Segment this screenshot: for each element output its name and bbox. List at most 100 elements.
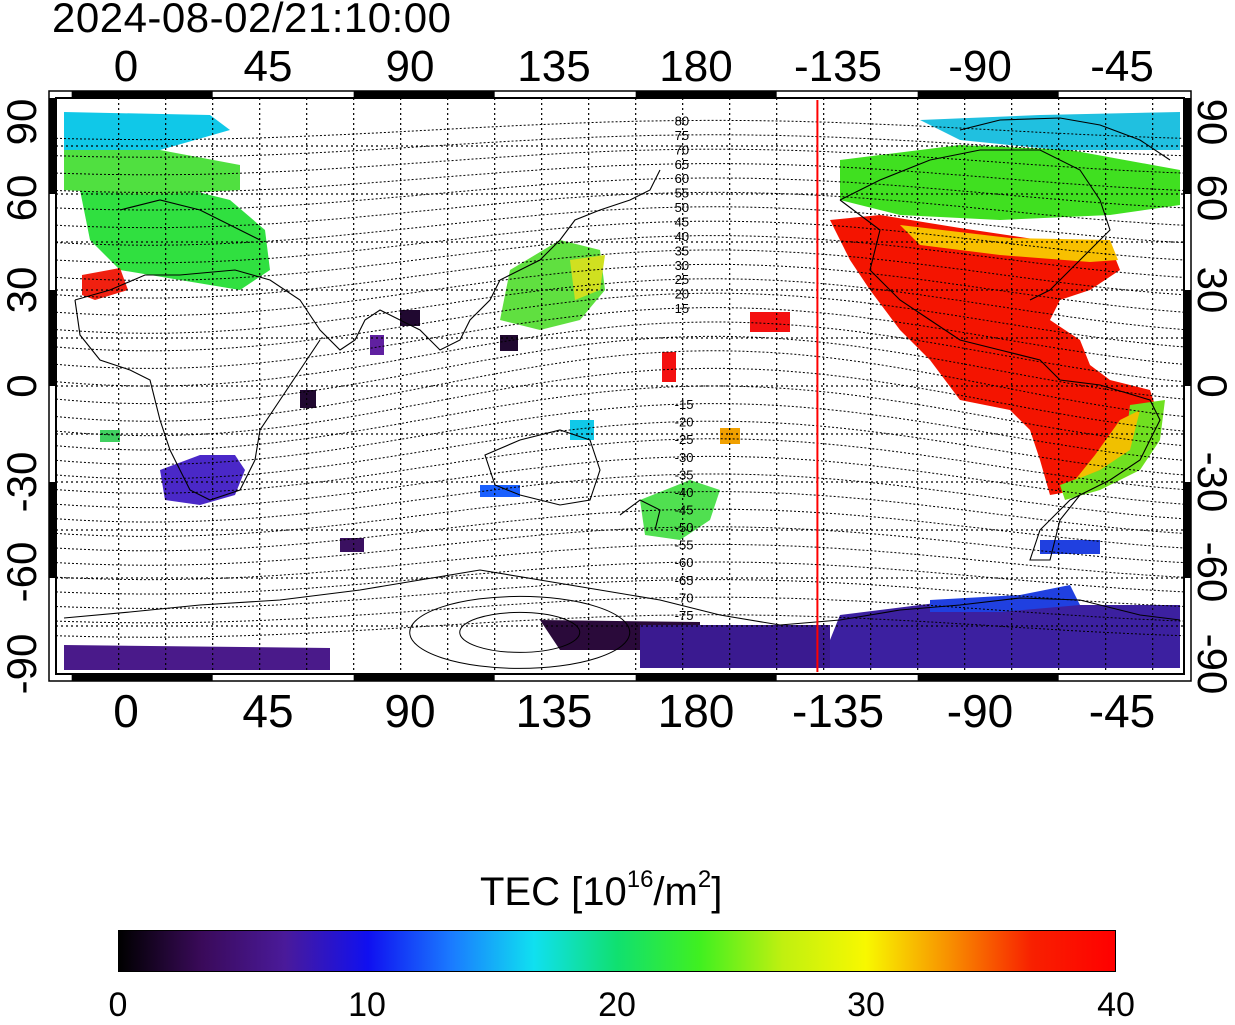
contour-ring <box>409 595 631 669</box>
contour-label: 45 <box>675 215 689 230</box>
bottom-lon-label: -135 <box>791 685 885 737</box>
contour-label: -60 <box>675 555 694 570</box>
contour-line <box>56 596 1184 624</box>
tec-patch-antarctic-purple-mid <box>640 625 830 668</box>
top-lon-label: 180 <box>659 42 733 91</box>
bottom-lon-label: 0 <box>113 685 139 737</box>
contour-line <box>56 249 1184 299</box>
tick-band <box>917 91 1059 98</box>
contour-line <box>56 350 1184 422</box>
contour-line <box>56 543 1184 581</box>
contour-line <box>56 491 1184 537</box>
tick-band <box>1184 98 1191 194</box>
contour-label: -50 <box>675 520 694 535</box>
tec-patch-arctic-green <box>64 150 240 195</box>
tick-band <box>71 674 213 681</box>
tick-band <box>1184 290 1191 386</box>
contour-line <box>56 307 1184 369</box>
timestamp-title: 2024-08-02/21:10:00 <box>52 0 452 41</box>
colorbar-tick: 0 <box>108 986 128 1024</box>
tec-patch-antarctic-blue-right <box>930 585 1080 612</box>
contour-label: 55 <box>675 186 689 201</box>
tick-band <box>353 674 495 681</box>
tec-pixel <box>340 538 364 552</box>
contour-label: 30 <box>675 258 689 273</box>
top-lon-label: -45 <box>1090 42 1154 91</box>
contour-label: 20 <box>675 287 689 302</box>
colorbar-title-main: TEC [10 <box>480 870 627 914</box>
contour-line <box>56 191 1184 229</box>
tec-pixel <box>662 352 676 382</box>
tick-band <box>1184 482 1191 578</box>
tec-pixel <box>750 312 790 332</box>
tec-pixel <box>1040 540 1100 554</box>
top-lon-label: -135 <box>793 42 883 91</box>
tec-pixel <box>370 335 384 355</box>
contour-line <box>56 455 1184 509</box>
contour-label: 15 <box>675 301 689 316</box>
colorbar-tick: 40 <box>1097 986 1135 1024</box>
contour-label: -65 <box>675 573 694 588</box>
tec-patch-americas-red <box>830 215 1160 495</box>
top-lon-label: 90 <box>385 42 435 91</box>
contour-line <box>56 321 1184 387</box>
contour-label: 50 <box>675 200 689 215</box>
contour-label: -20 <box>675 415 694 430</box>
colorbar-tick: 30 <box>847 986 885 1024</box>
colorbar-title-sup1: 16 <box>626 866 654 893</box>
tick-band <box>635 91 777 98</box>
colorbar-tick: 10 <box>348 986 386 1024</box>
colorbar-title: TEC [1016/m2] <box>480 866 722 915</box>
contour-label: -15 <box>675 397 694 412</box>
colorbar-tick: 20 <box>598 986 636 1024</box>
bottom-lon-label: -90 <box>946 685 1014 737</box>
contour-line <box>56 385 1184 451</box>
tec-pixel <box>720 428 740 444</box>
tec-pixel <box>500 335 518 351</box>
tec-patch-canada-cyan <box>920 112 1180 150</box>
tick-band <box>49 482 56 578</box>
contour-line <box>56 177 1184 211</box>
contour-line <box>56 438 1184 494</box>
bottom-lon-label: 90 <box>384 685 436 737</box>
tec-patch-europe-green <box>80 180 270 290</box>
contour-line <box>56 220 1184 264</box>
tec-patch-samerica-yellow <box>1075 410 1140 480</box>
contour-label: 80 <box>675 114 689 129</box>
tec-patch-canada-green <box>840 145 1180 220</box>
top-lon-label: -90 <box>948 42 1012 91</box>
bottom-lon-label: 135 <box>515 685 593 737</box>
top-lon-label: 0 <box>113 42 139 91</box>
contour-label: 25 <box>675 272 689 287</box>
contour-line <box>56 148 1184 176</box>
contour-line <box>56 561 1184 595</box>
contour-label: -70 <box>675 590 694 605</box>
contour-label: 40 <box>675 229 689 244</box>
tec-pixel <box>300 390 316 408</box>
tick-band <box>71 91 213 98</box>
top-lon-label: 45 <box>243 42 293 91</box>
tick-band <box>635 674 777 681</box>
top-lon-label: 135 <box>517 42 591 91</box>
tec-patch-antarctic-purple-left <box>64 645 330 670</box>
tick-band <box>49 290 56 386</box>
contour-label: 65 <box>675 157 689 172</box>
contour-label: -40 <box>675 485 694 500</box>
contour-label: -30 <box>675 450 694 465</box>
tec-patch-southern-africa-blue <box>160 455 245 505</box>
bottom-lon-label: 45 <box>242 685 294 737</box>
contour-line <box>56 508 1184 552</box>
tec-patch-samerica-green <box>1060 400 1165 500</box>
tec-patch-spain-red <box>82 268 128 300</box>
contour-line <box>56 235 1184 281</box>
tick-bands <box>49 91 1191 681</box>
contour-label: 70 <box>675 142 689 157</box>
tick-band <box>49 98 56 194</box>
contour-ring <box>459 611 581 653</box>
colorbar-title-mid: /m <box>653 870 698 914</box>
tec-patch-americas-yellow <box>900 225 1118 262</box>
contour-label: -45 <box>675 503 694 518</box>
contour-line <box>56 579 1184 609</box>
